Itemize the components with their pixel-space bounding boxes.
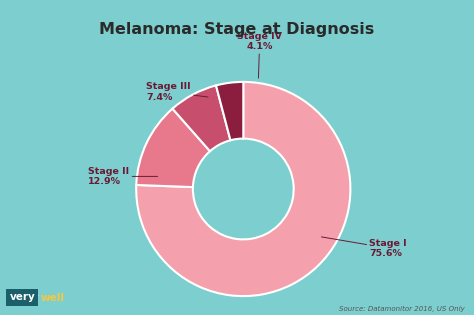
Wedge shape [137, 109, 210, 187]
Text: well: well [41, 293, 65, 303]
Text: Source: Datamonitor 2016, US Only: Source: Datamonitor 2016, US Only [339, 306, 465, 312]
Text: Melanoma: Stage at Diagnosis: Melanoma: Stage at Diagnosis [100, 22, 374, 37]
Wedge shape [136, 82, 350, 296]
Text: Stage IV
4.1%: Stage IV 4.1% [237, 32, 282, 78]
Text: Stage III
7.4%: Stage III 7.4% [146, 82, 208, 102]
Text: very: very [9, 292, 35, 302]
Wedge shape [173, 85, 230, 151]
Text: Stage I
75.6%: Stage I 75.6% [321, 237, 407, 258]
Wedge shape [216, 82, 243, 140]
Text: Stage II
12.9%: Stage II 12.9% [88, 167, 158, 186]
Text: very: very [14, 293, 40, 303]
